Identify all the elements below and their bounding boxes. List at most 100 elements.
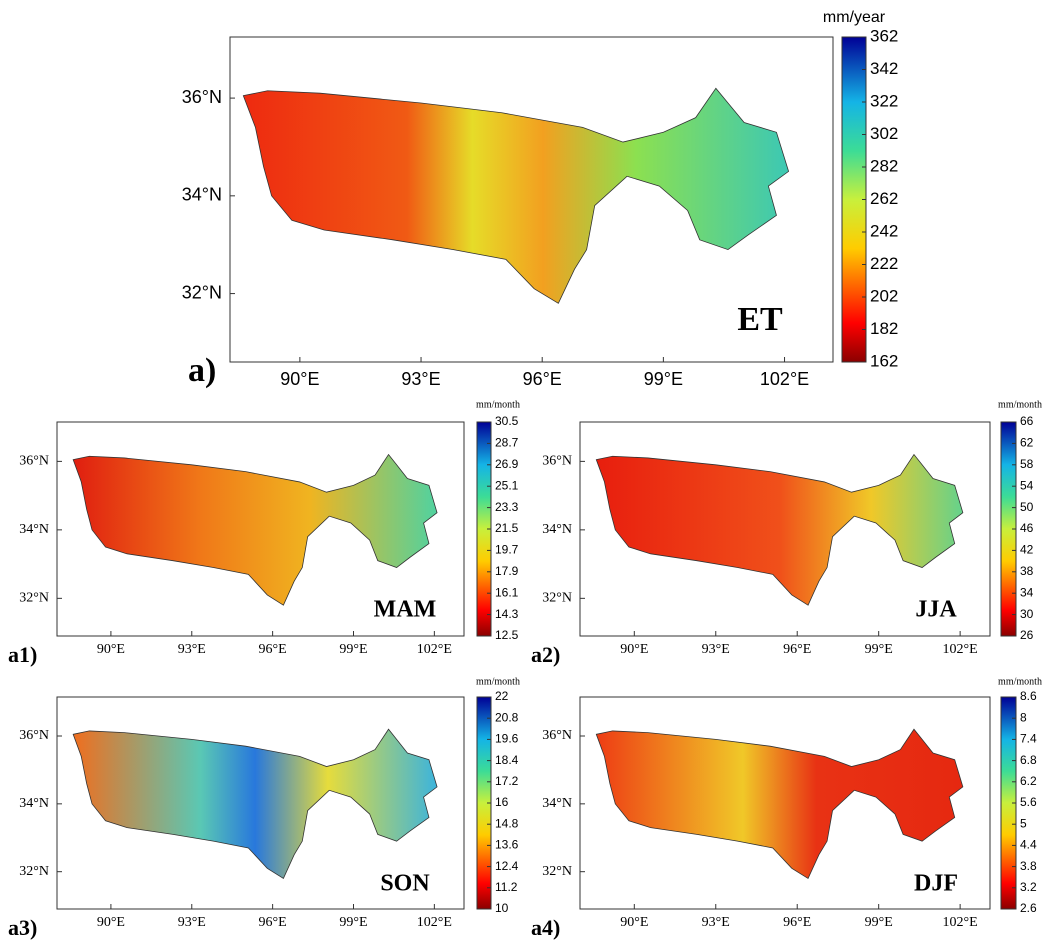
lon-tick-label: 93°E [702, 642, 730, 657]
basin-field [72, 453, 438, 606]
colorbar-tick-label: 222 [870, 254, 898, 273]
lon-tick-label: 90°E [620, 915, 648, 930]
basin-field [595, 728, 964, 880]
colorbar-tick-label: 242 [870, 221, 898, 240]
lat-tick-label: 32°N [182, 282, 222, 302]
lon-tick-label: 93°E [178, 642, 206, 657]
lat-tick-label: 34°N [19, 522, 49, 537]
colorbar-tick-label: 7.4 [1020, 732, 1037, 746]
lon-tick-label: 102°E [943, 642, 978, 657]
basin-field [242, 87, 790, 304]
colorbar-tick-label: 12.5 [495, 628, 519, 642]
lon-tick-label: 99°E [865, 642, 893, 657]
panel-label: a4) [531, 915, 560, 940]
panel-label: a1) [8, 642, 37, 667]
colorbar-tick-label: 25.1 [495, 478, 519, 492]
panel-title: DJF [914, 871, 958, 897]
lat-tick-label: 32°N [542, 864, 572, 879]
colorbar-tick-label: 262 [870, 189, 898, 208]
lon-tick-label: 96°E [783, 915, 811, 930]
lat-tick-label: 34°N [19, 796, 49, 811]
colorbar-tick-label: 362 [870, 26, 898, 45]
colorbar-unit: mm/year [823, 9, 886, 26]
lon-tick-label: 96°E [783, 642, 811, 657]
lon-tick-label: 102°E [760, 369, 809, 389]
colorbar-tick-label: 6.2 [1020, 774, 1037, 788]
lon-tick-label: 99°E [339, 642, 367, 657]
colorbar-tick-label: 62 [1020, 436, 1034, 450]
colorbar-tick-label: 20.8 [495, 710, 519, 724]
lat-tick-label: 32°N [19, 591, 49, 606]
colorbar-tick-label: 16 [495, 795, 509, 809]
colorbar-tick-label: 46 [1020, 521, 1034, 535]
panel-label: a3) [8, 915, 37, 940]
lon-tick-label: 96°E [259, 915, 287, 930]
lat-tick-label: 34°N [542, 522, 572, 537]
lon-tick-label: 102°E [417, 915, 452, 930]
panel-title: SON [380, 871, 430, 897]
colorbar-tick-label: 202 [870, 286, 898, 305]
colorbar-tick-label: 30.5 [495, 414, 519, 428]
colorbar-tick-label: 12.4 [495, 859, 519, 873]
lat-tick-label: 34°N [182, 185, 222, 205]
colorbar-unit: mm/month [998, 399, 1042, 410]
lat-tick-label: 34°N [542, 796, 572, 811]
panel-title: JJA [915, 597, 957, 623]
colorbar-tick-label: 182 [870, 319, 898, 338]
colorbar-tick-label: 10 [495, 901, 509, 915]
lat-tick-label: 32°N [19, 864, 49, 879]
lon-tick-label: 93°E [401, 369, 440, 389]
lat-tick-label: 36°N [542, 454, 572, 469]
colorbar-tick-label: 17.2 [495, 774, 519, 788]
basin-field [72, 728, 438, 880]
colorbar-tick-label: 38 [1020, 564, 1034, 578]
colorbar-unit: mm/month [476, 399, 520, 410]
colorbar-tick-label: 8.6 [1020, 689, 1037, 703]
lon-tick-label: 96°E [523, 369, 562, 389]
colorbar-tick-label: 26 [1020, 628, 1034, 642]
panel-title: MAM [374, 597, 437, 623]
lon-tick-label: 93°E [702, 915, 730, 930]
lon-tick-label: 90°E [97, 642, 125, 657]
colorbar-tick-label: 13.6 [495, 838, 519, 852]
colorbar-tick-label: 30 [1020, 607, 1034, 621]
colorbar-tick-label: 58 [1020, 457, 1034, 471]
panel-label: a2) [531, 642, 560, 667]
colorbar-tick-label: 23.3 [495, 500, 519, 514]
colorbar-unit: mm/month [998, 676, 1042, 687]
lon-tick-label: 90°E [97, 915, 125, 930]
colorbar-tick-label: 66 [1020, 414, 1034, 428]
colorbar-tick-label: 11.2 [495, 880, 518, 894]
lon-tick-label: 102°E [943, 915, 978, 930]
colorbar-tick-label: 282 [870, 156, 898, 175]
colorbar-tick-label: 3.2 [1020, 880, 1037, 894]
colorbar-tick-label: 17.9 [495, 564, 519, 578]
lon-tick-label: 99°E [644, 369, 683, 389]
basin-field [595, 453, 964, 606]
colorbar-tick-label: 302 [870, 124, 898, 143]
colorbar-tick-label: 42 [1020, 543, 1034, 557]
colorbar-tick-label: 4.4 [1020, 838, 1037, 852]
lon-tick-label: 90°E [620, 642, 648, 657]
colorbar-unit: mm/month [476, 676, 520, 687]
lon-tick-label: 96°E [259, 642, 287, 657]
lon-tick-label: 99°E [339, 915, 367, 930]
colorbar-tick-label: 16.1 [495, 585, 519, 599]
colorbar-tick-label: 162 [870, 351, 898, 370]
colorbar-tick-label: 5.6 [1020, 795, 1037, 809]
colorbar-tick-label: 3.8 [1020, 859, 1037, 873]
colorbar-tick-label: 5 [1020, 816, 1027, 830]
lat-tick-label: 32°N [542, 591, 572, 606]
lon-tick-label: 102°E [417, 642, 452, 657]
colorbar-tick-label: 342 [870, 59, 898, 78]
lat-tick-label: 36°N [182, 87, 222, 107]
colorbar-tick-label: 18.4 [495, 753, 519, 767]
colorbar-tick-label: 2.6 [1020, 901, 1037, 915]
colorbar-tick-label: 50 [1020, 500, 1034, 514]
colorbar-tick-label: 26.9 [495, 457, 519, 471]
colorbar-tick-label: 54 [1020, 478, 1034, 492]
lon-tick-label: 99°E [865, 915, 893, 930]
colorbar-tick-label: 14.3 [495, 607, 519, 621]
panel-title: ET [737, 301, 783, 338]
